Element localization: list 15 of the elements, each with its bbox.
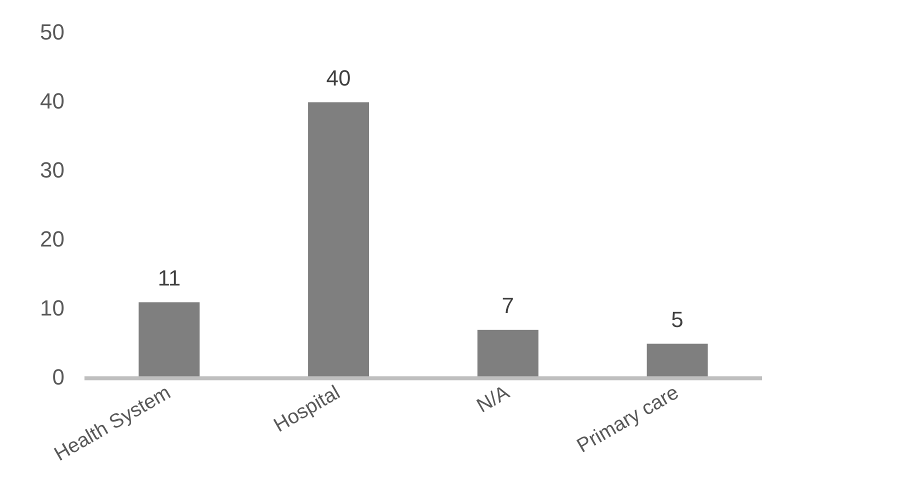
bar <box>308 102 370 378</box>
data-label: 5 <box>671 306 684 332</box>
y-tick-label: 20 <box>40 226 64 252</box>
bar <box>138 302 200 378</box>
y-tick-label: 40 <box>40 88 64 114</box>
bar <box>477 330 538 378</box>
y-tick-label: 50 <box>40 19 64 44</box>
bar <box>646 344 708 378</box>
data-label: 7 <box>502 292 514 318</box>
data-label: 40 <box>326 65 351 90</box>
y-tick-label: 0 <box>52 364 64 390</box>
y-tick-label: 10 <box>40 295 64 320</box>
y-tick-label: 30 <box>40 157 64 182</box>
x-tick-label: N/A <box>473 381 514 418</box>
data-label: 11 <box>158 265 181 290</box>
